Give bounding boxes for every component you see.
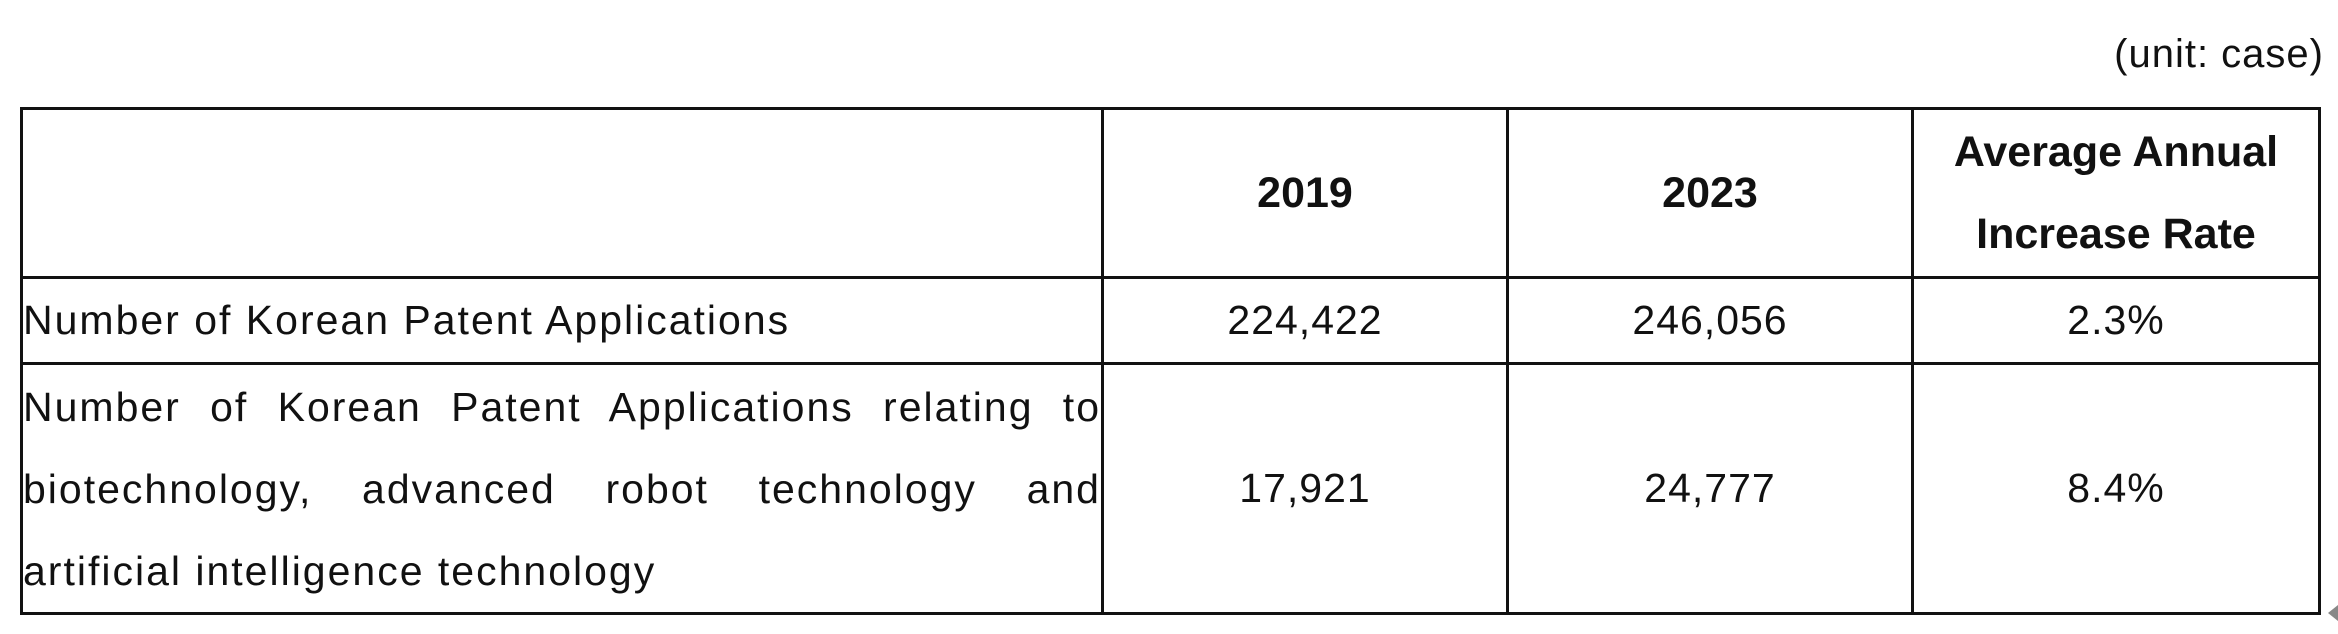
resize-handle-icon bbox=[2328, 605, 2338, 621]
table-header-row: 2019 2023 Average Annual Increase Rate bbox=[20, 107, 2321, 279]
cell-2019: 224,422 bbox=[1101, 276, 1509, 365]
cell-2023: 246,056 bbox=[1506, 276, 1914, 365]
cell-rate: 8.4% bbox=[1911, 362, 2321, 615]
row-label: Number of Korean Patent Applications bbox=[20, 276, 1104, 365]
patent-applications-table: 2019 2023 Average Annual Increase Rate N… bbox=[20, 107, 2321, 615]
header-average-annual-increase-rate: Average Annual Increase Rate bbox=[1911, 107, 2321, 279]
row-label: Number of Korean Patent Applications rel… bbox=[20, 362, 1104, 615]
cell-2023: 24,777 bbox=[1506, 362, 1914, 615]
header-blank-cell bbox=[20, 107, 1104, 279]
header-2023: 2023 bbox=[1506, 107, 1914, 279]
header-2019: 2019 bbox=[1101, 107, 1509, 279]
cell-rate: 2.3% bbox=[1911, 276, 2321, 365]
table-row: Number of Korean Patent Applications rel… bbox=[20, 362, 2321, 615]
unit-note: (unit: case) bbox=[2114, 32, 2324, 76]
cell-2019: 17,921 bbox=[1101, 362, 1509, 615]
table-row: Number of Korean Patent Applications 224… bbox=[20, 276, 2321, 365]
